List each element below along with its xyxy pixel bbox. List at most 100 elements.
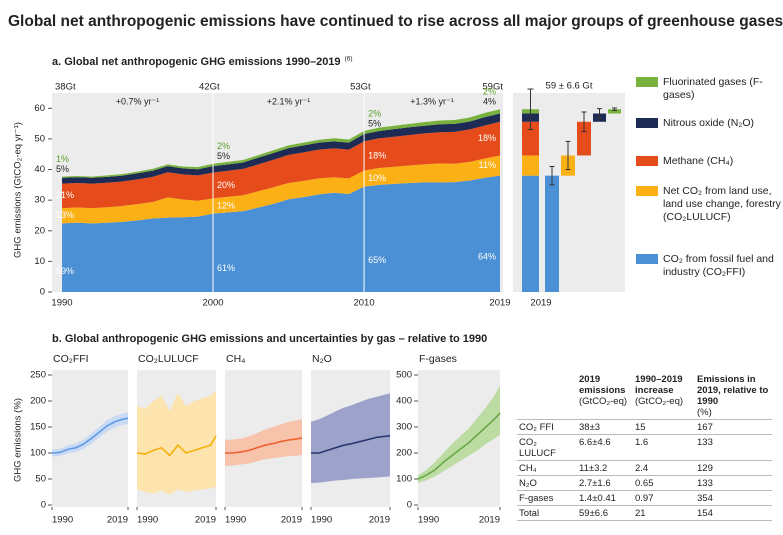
- y-tick-label: 200: [30, 396, 46, 407]
- y-tick-label: 250: [30, 370, 46, 381]
- x-tick-label: 2019: [281, 515, 302, 526]
- bar: [577, 121, 591, 156]
- table-row: CO₂ FFI 38±3 15 167: [517, 420, 772, 435]
- table-cell: 2.4: [635, 462, 649, 474]
- table-cell: 6.6±4.6: [579, 436, 611, 448]
- share-label: 20%: [217, 180, 235, 190]
- y-axis-label: GHG emissions (GtCO₂-eq yr⁻¹): [13, 122, 24, 258]
- legend-swatch: [636, 77, 658, 87]
- line: [225, 437, 303, 454]
- column-title: 1990–2019 increase: [635, 373, 683, 396]
- column-unit: (%): [697, 406, 712, 418]
- table-cell: 133: [697, 477, 713, 489]
- y-tick-label: 60: [34, 103, 45, 114]
- line: [51, 417, 129, 454]
- share-label: 2%: [483, 87, 496, 97]
- growth-label: +2.1% yr⁻¹: [267, 96, 311, 106]
- total-label: 38Gt: [55, 82, 76, 93]
- y-tick-label: 150: [30, 422, 46, 433]
- legend-swatch: [636, 118, 658, 128]
- total-label: 59Gt: [482, 82, 503, 93]
- x-tick-label: 2019: [369, 515, 390, 526]
- table-header: 2019 emissions (GtCO₂-eq) 1990–2019 increa…: [517, 372, 772, 420]
- table-cell: 2.7±1.6: [579, 477, 611, 489]
- share-label: 64%: [478, 251, 496, 261]
- bar-segment: [522, 175, 539, 292]
- share-label: 11%: [479, 160, 496, 170]
- column-unit: (GtCO₂-eq): [635, 395, 684, 407]
- share-label: 61%: [217, 263, 235, 273]
- share-label: 2%: [368, 108, 381, 118]
- x-tick-label: 1990: [311, 515, 332, 526]
- y-tick-label: 300: [396, 422, 412, 433]
- table-cell: 0.97: [635, 492, 654, 504]
- x-tick-label: 1990: [52, 515, 73, 526]
- legend-label: Nitrous oxide (N₂O): [663, 117, 755, 129]
- y-tick-label: 0: [407, 500, 412, 511]
- legend-label: Fluorinated gases (F-gases): [663, 76, 763, 101]
- table-cell: CH₄: [519, 462, 537, 474]
- table-cell: 129: [697, 462, 713, 474]
- table-corner: [517, 372, 577, 419]
- share-label: 59%: [56, 266, 74, 276]
- y-tick-label: 30: [34, 195, 45, 206]
- table-cell: Total: [519, 507, 540, 519]
- share-label: 4%: [483, 97, 496, 107]
- bar-segment: [522, 121, 539, 156]
- table-row: N₂O 2.7±1.6 0.65 133: [517, 476, 772, 491]
- table-cell: 154: [697, 507, 713, 519]
- share-label: 5%: [368, 118, 381, 128]
- area: [62, 109, 500, 178]
- share-label: 5%: [56, 164, 69, 174]
- column-title: Emissions in 2019, relative to 1990: [697, 373, 769, 407]
- growth-label: +0.7% yr⁻¹: [116, 96, 160, 106]
- table-cell: F-gases: [519, 492, 554, 504]
- share-label: 65%: [368, 255, 386, 265]
- chart-title: CO₂FFI: [53, 353, 89, 365]
- column-title: 2019 emissions: [579, 373, 626, 396]
- area: [62, 121, 500, 209]
- chart-title: N₂O: [312, 353, 332, 365]
- share-label: 18%: [478, 133, 496, 143]
- area: [62, 175, 500, 292]
- legend-label: Net CO₂ from land use, land use change, …: [663, 185, 781, 223]
- table-cell: 38±3: [579, 421, 601, 433]
- uncertainty-band: [311, 393, 390, 484]
- share-label: 10%: [368, 173, 386, 183]
- legend-swatch: [636, 156, 658, 166]
- y-tick-label: 200: [396, 448, 412, 459]
- table-row: CH₄ 11±3.2 2.4 129: [517, 461, 772, 476]
- table-cell: 11±3.2: [579, 462, 608, 474]
- share-label: 12%: [217, 200, 235, 210]
- bar: [608, 109, 621, 114]
- x-tick-label: 2019: [479, 515, 500, 526]
- y-tick-label: 0: [40, 287, 45, 298]
- x-tick-label: 2019: [530, 298, 551, 309]
- table-cell: 167: [697, 421, 713, 433]
- y-tick-label: 100: [30, 448, 46, 459]
- total-label: 42Gt: [199, 82, 220, 93]
- chart-title: F-gases: [419, 353, 457, 365]
- uncertainty-band: [418, 385, 500, 483]
- share-label: 18%: [368, 150, 386, 160]
- table-cell: N₂O: [519, 477, 537, 489]
- legend-swatch: [636, 186, 658, 196]
- table-row: Total 59±6.6 21 154: [517, 506, 772, 521]
- subtitle: a. Global net anthropogenic GHG emission…: [52, 56, 341, 68]
- table-cell: 21: [635, 507, 646, 519]
- bar: [545, 175, 559, 292]
- x-tick-label: 2000: [202, 298, 223, 309]
- y-tick-label: 50: [34, 133, 45, 144]
- uncertainty-band: [52, 412, 128, 457]
- column-header: 1990–2019 increase (GtCO₂-eq): [633, 372, 695, 419]
- line: [417, 412, 501, 480]
- legend-swatch: [636, 254, 658, 264]
- area: [62, 155, 500, 224]
- y-tick-label: 40: [34, 164, 45, 175]
- table-cell: 1.4±0.41: [579, 492, 616, 504]
- column-header: Emissions in 2019, relative to 1990 (%): [695, 372, 771, 419]
- y-tick-label: 10: [34, 256, 45, 267]
- share-label: 1%: [56, 154, 69, 164]
